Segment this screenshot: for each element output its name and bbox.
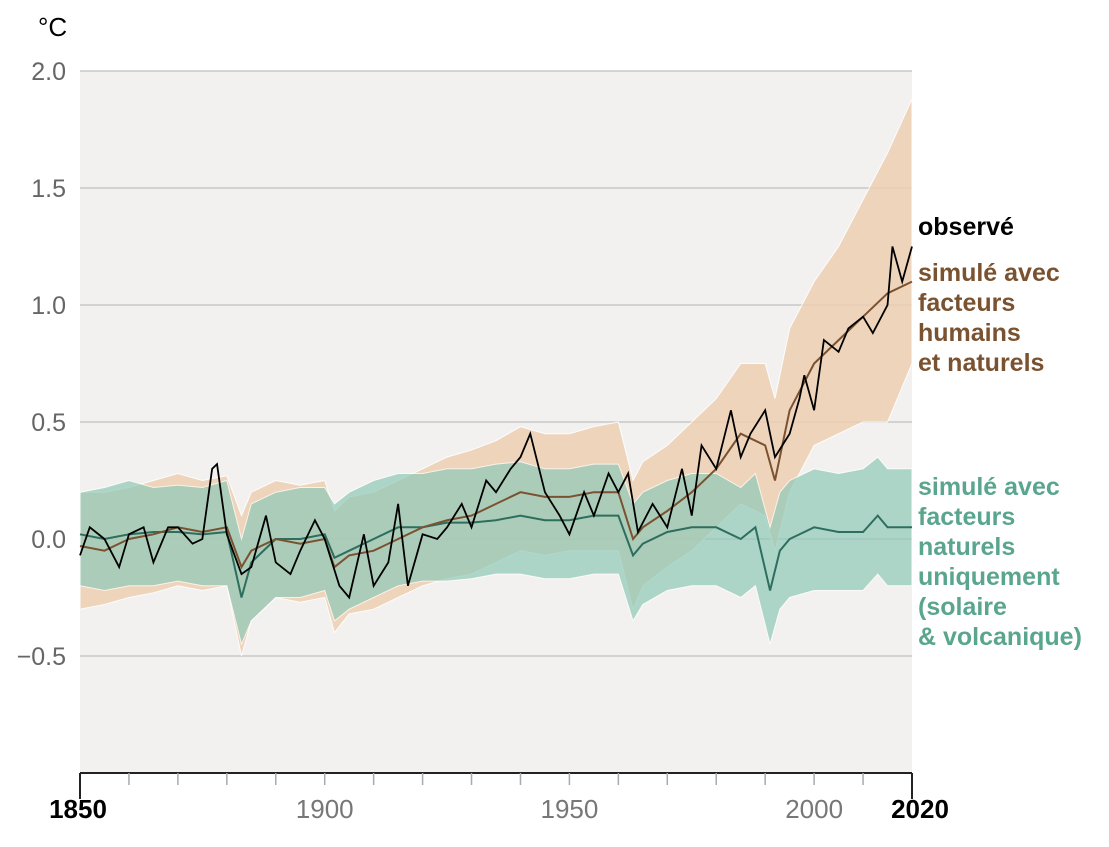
legend-line: uniquement: [918, 563, 1060, 591]
legend-observed: observé: [918, 213, 1014, 241]
legend-line: simulé avec: [918, 259, 1060, 287]
x-tick-label: 2000: [785, 794, 843, 824]
observed-line: [79, 246, 913, 600]
legend-line: naturels: [918, 533, 1016, 561]
y-tick-label: −0.5: [17, 643, 66, 671]
legend-line: & volcanique): [918, 623, 1082, 651]
x-tick-label: 2020: [891, 794, 949, 824]
legend-line: facteurs: [918, 289, 1016, 317]
x-tick-label: 1850: [49, 794, 107, 824]
human-natural-mean-line: [79, 280, 913, 570]
legend-line: (solaire: [918, 593, 1007, 621]
y-tick-label: 1.5: [31, 175, 66, 203]
y-tick-label: 1.0: [31, 292, 66, 320]
y-tick-label: 0.5: [31, 409, 66, 437]
legend-line: et naturels: [918, 349, 1045, 377]
natural-range-band: [79, 456, 913, 647]
natural-mean-line: [79, 514, 912, 598]
x-tick-label: 1900: [296, 794, 354, 824]
legend-line: humains: [918, 319, 1021, 347]
legend-line: facteurs: [918, 503, 1016, 531]
y-unit-label: °C: [38, 12, 68, 42]
x-tick-label: 1950: [540, 794, 598, 824]
y-tick-label: 2.0: [31, 58, 66, 86]
legend-human-natural: simulé avec facteurs humains et naturels: [918, 258, 1060, 378]
legend-line: simulé avec: [918, 473, 1060, 501]
y-tick-label: 0.0: [31, 526, 66, 554]
legend-natural: simulé avec facteurs naturels uniquement (so…: [918, 472, 1082, 652]
